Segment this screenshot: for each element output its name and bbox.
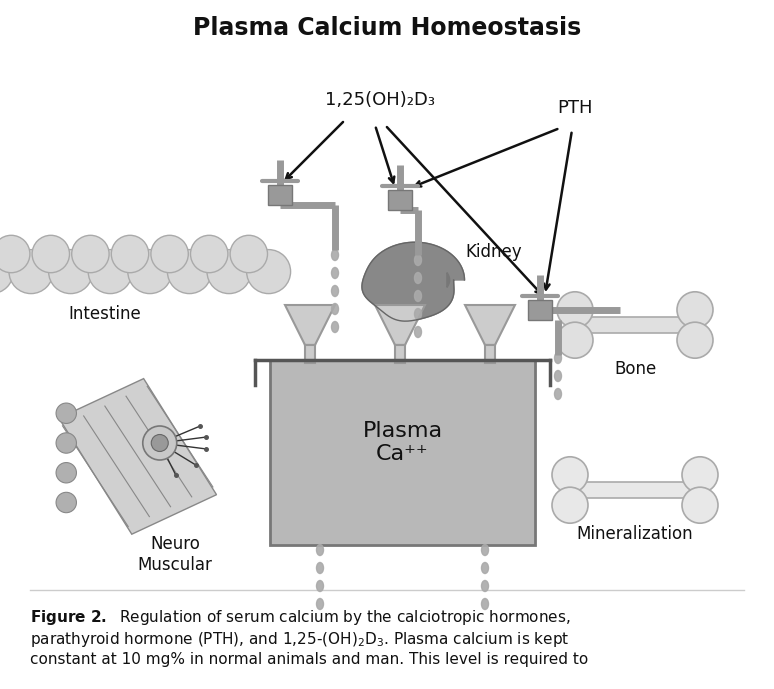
FancyBboxPatch shape bbox=[528, 300, 552, 320]
Text: Plasma
Ca⁺⁺: Plasma Ca⁺⁺ bbox=[362, 421, 443, 464]
Circle shape bbox=[128, 249, 172, 294]
Circle shape bbox=[49, 249, 93, 294]
Ellipse shape bbox=[554, 389, 561, 400]
Circle shape bbox=[207, 249, 251, 294]
Ellipse shape bbox=[554, 353, 561, 364]
Circle shape bbox=[151, 236, 188, 273]
Circle shape bbox=[111, 236, 149, 273]
Circle shape bbox=[0, 249, 13, 294]
Polygon shape bbox=[447, 273, 450, 287]
Circle shape bbox=[88, 249, 132, 294]
Circle shape bbox=[557, 322, 593, 358]
FancyBboxPatch shape bbox=[575, 317, 695, 333]
Circle shape bbox=[56, 493, 77, 513]
Circle shape bbox=[56, 403, 77, 424]
Circle shape bbox=[557, 292, 593, 328]
Circle shape bbox=[677, 322, 713, 358]
Text: PTH: PTH bbox=[557, 99, 593, 117]
Ellipse shape bbox=[415, 327, 422, 338]
FancyBboxPatch shape bbox=[485, 345, 495, 363]
Circle shape bbox=[682, 487, 718, 523]
Circle shape bbox=[552, 487, 588, 523]
Ellipse shape bbox=[415, 254, 422, 265]
Ellipse shape bbox=[317, 562, 324, 573]
Text: Kidney: Kidney bbox=[465, 243, 522, 261]
Circle shape bbox=[230, 236, 268, 273]
Ellipse shape bbox=[415, 273, 422, 283]
Ellipse shape bbox=[481, 544, 488, 555]
Text: Mineralization: Mineralization bbox=[577, 525, 694, 543]
Ellipse shape bbox=[331, 267, 338, 278]
Ellipse shape bbox=[317, 599, 324, 610]
Polygon shape bbox=[285, 305, 335, 345]
Polygon shape bbox=[362, 243, 464, 321]
Circle shape bbox=[167, 249, 211, 294]
Circle shape bbox=[56, 462, 77, 483]
Text: constant at 10 mg% in normal animals and man. This level is required to: constant at 10 mg% in normal animals and… bbox=[30, 652, 588, 667]
Circle shape bbox=[32, 236, 70, 273]
Ellipse shape bbox=[331, 322, 338, 333]
Ellipse shape bbox=[317, 544, 324, 555]
Ellipse shape bbox=[415, 309, 422, 320]
Ellipse shape bbox=[331, 303, 338, 314]
Ellipse shape bbox=[331, 285, 338, 296]
FancyBboxPatch shape bbox=[305, 345, 315, 363]
Circle shape bbox=[0, 236, 30, 273]
Text: $\bf{Figure\ 2.}$  Regulation of serum calcium by the calciotropic hormones,: $\bf{Figure\ 2.}$ Regulation of serum ca… bbox=[30, 608, 570, 627]
Text: Plasma Calcium Homeostasis: Plasma Calcium Homeostasis bbox=[193, 16, 581, 40]
Circle shape bbox=[151, 435, 168, 451]
Ellipse shape bbox=[415, 291, 422, 302]
FancyBboxPatch shape bbox=[388, 190, 412, 210]
FancyBboxPatch shape bbox=[270, 360, 535, 545]
Ellipse shape bbox=[554, 371, 561, 382]
Polygon shape bbox=[375, 305, 425, 345]
FancyBboxPatch shape bbox=[570, 482, 700, 498]
Ellipse shape bbox=[481, 562, 488, 573]
Circle shape bbox=[56, 433, 77, 453]
Ellipse shape bbox=[317, 581, 324, 591]
Text: Intestine: Intestine bbox=[69, 305, 142, 323]
FancyBboxPatch shape bbox=[268, 185, 292, 205]
Text: 1,25(OH)₂D₃: 1,25(OH)₂D₃ bbox=[325, 91, 435, 109]
Circle shape bbox=[552, 457, 588, 493]
Ellipse shape bbox=[331, 249, 338, 260]
Circle shape bbox=[142, 426, 176, 460]
Circle shape bbox=[677, 292, 713, 328]
Polygon shape bbox=[465, 305, 515, 345]
Circle shape bbox=[682, 457, 718, 493]
Ellipse shape bbox=[481, 599, 488, 610]
FancyBboxPatch shape bbox=[395, 345, 405, 363]
Text: parathyroid hormone (PTH), and 1,25-(OH)$_2$D$_3$. Plasma calcium is kept: parathyroid hormone (PTH), and 1,25-(OH)… bbox=[30, 630, 570, 649]
Polygon shape bbox=[59, 379, 217, 534]
Circle shape bbox=[72, 236, 109, 273]
Ellipse shape bbox=[481, 581, 488, 591]
Circle shape bbox=[247, 249, 290, 294]
Text: Neuro
Muscular: Neuro Muscular bbox=[138, 535, 212, 574]
Circle shape bbox=[9, 249, 53, 294]
Circle shape bbox=[190, 236, 228, 273]
Text: Bone: Bone bbox=[614, 360, 656, 378]
